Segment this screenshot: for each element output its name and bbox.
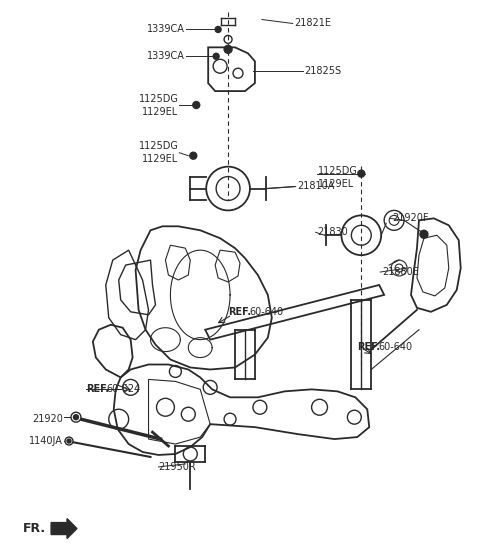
Text: 1129EL: 1129EL <box>318 179 354 189</box>
Text: 60-640: 60-640 <box>249 307 283 317</box>
Text: 21920F: 21920F <box>392 213 429 223</box>
Text: 21950R: 21950R <box>158 462 196 472</box>
Text: 1129EL: 1129EL <box>142 107 179 117</box>
Text: 1339CA: 1339CA <box>147 51 185 61</box>
Circle shape <box>190 152 197 159</box>
Text: 1140JA: 1140JA <box>29 436 63 446</box>
Text: 1125DG: 1125DG <box>139 141 179 151</box>
Circle shape <box>420 230 428 238</box>
Text: REF.: REF. <box>357 341 381 352</box>
Circle shape <box>67 439 71 443</box>
Text: 21830: 21830 <box>318 227 348 237</box>
Circle shape <box>224 45 232 54</box>
Text: 1125DG: 1125DG <box>318 166 358 176</box>
Text: 21821E: 21821E <box>295 18 332 28</box>
Text: 1125DG: 1125DG <box>139 94 179 104</box>
Text: FR.: FR. <box>23 522 47 535</box>
Text: 60-624: 60-624 <box>107 384 141 395</box>
Text: 21825S: 21825S <box>305 66 342 76</box>
Circle shape <box>213 54 219 59</box>
Text: 21920: 21920 <box>32 414 63 424</box>
Circle shape <box>73 415 78 420</box>
Text: REF.: REF. <box>86 384 109 395</box>
Circle shape <box>65 437 73 445</box>
Circle shape <box>358 170 365 177</box>
Text: 60-640: 60-640 <box>378 341 412 352</box>
Text: 21880E: 21880E <box>382 267 419 277</box>
Circle shape <box>193 102 200 108</box>
Circle shape <box>71 412 81 422</box>
Text: 1339CA: 1339CA <box>147 25 185 35</box>
Text: 21810A: 21810A <box>298 181 335 190</box>
Text: REF.: REF. <box>228 307 251 317</box>
Polygon shape <box>51 518 77 538</box>
Text: 1129EL: 1129EL <box>142 153 179 163</box>
Circle shape <box>215 26 221 32</box>
